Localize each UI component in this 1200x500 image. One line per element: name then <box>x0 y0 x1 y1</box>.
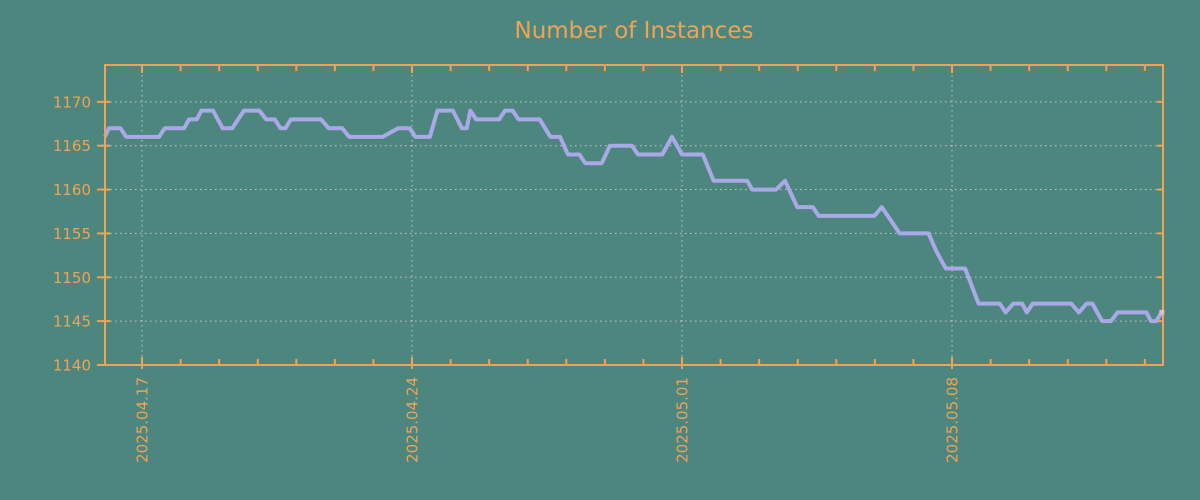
x-tick-label: 2025.04.17 <box>134 377 152 463</box>
series-line <box>103 108 1164 324</box>
x-tick-label: 2025.05.01 <box>674 377 692 463</box>
x-tick-label: 2025.05.08 <box>944 377 962 463</box>
y-tick-label: 1140 <box>53 357 91 375</box>
y-tick-label: 1150 <box>53 269 91 287</box>
chart-title: Number of Instances <box>515 18 754 44</box>
y-tick-label: 1170 <box>53 93 91 111</box>
plot-frame <box>104 64 1164 366</box>
y-tick-label: 1155 <box>53 225 91 243</box>
x-tick-label: 2025.04.24 <box>404 377 422 463</box>
y-tick-label: 1165 <box>53 137 91 155</box>
y-tick-label: 1160 <box>53 181 91 199</box>
y-tick-label: 1145 <box>53 313 91 331</box>
series-end-marker <box>1159 309 1165 315</box>
